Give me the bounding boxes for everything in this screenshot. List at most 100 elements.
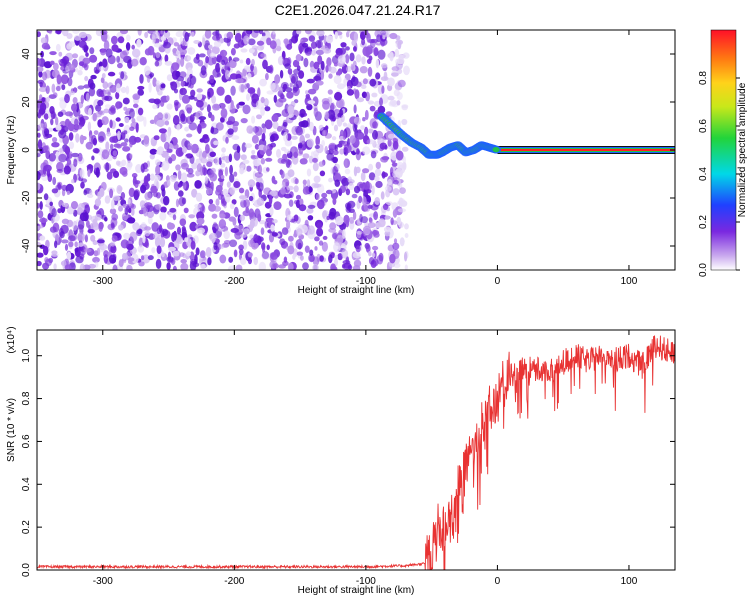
spectrogram-noise-blob	[364, 109, 369, 121]
spectrogram-noise-blob	[370, 38, 378, 43]
spectrogram-noise-blob	[273, 201, 282, 211]
spectrogram-noise-blob	[365, 46, 373, 55]
spectrogram-noise-blob	[316, 227, 324, 237]
spectrogram-noise-blob	[393, 238, 398, 244]
spectrogram-noise-blob	[71, 152, 80, 158]
spectrogram-noise-blob	[251, 58, 255, 67]
spectrogram-noise-blob	[375, 72, 381, 80]
spectrogram-noise-blob	[362, 168, 370, 174]
spectrogram-noise-blob	[286, 185, 294, 191]
spectrogram-noise-blob	[371, 92, 378, 98]
spectrogram-noise-blob	[154, 60, 160, 67]
spectrogram-noise-blob	[164, 141, 170, 150]
spectrogram-noise-blob	[286, 43, 293, 50]
spectrogram-noise-blob	[240, 154, 247, 161]
spectrogram-noise-blob	[50, 118, 54, 126]
spectrogram-noise-blob	[289, 82, 293, 88]
spectrogram-noise-blob	[93, 130, 99, 136]
spectrogram-noise-blob	[109, 208, 117, 215]
spectrogram-noise-blob	[182, 181, 187, 190]
spectrogram-noise-blob	[179, 87, 187, 96]
spectrogram-noise-blob	[177, 170, 182, 180]
spectrogram-noise-blob	[149, 148, 158, 155]
spectrogram-noise-blob	[51, 142, 60, 148]
spectrogram-noise-blob	[244, 65, 250, 71]
spectrogram-noise-blob	[379, 97, 383, 107]
spectrogram-noise-blob	[353, 104, 357, 114]
spectrogram-noise-blob	[292, 83, 299, 92]
spectrogram-noise-blob	[146, 205, 154, 212]
spectrogram-noise-blob	[275, 38, 281, 49]
spectrogram-noise-blob	[202, 150, 207, 159]
spectrogram-noise-blob	[342, 130, 347, 141]
spectrogram-noise-blob	[169, 207, 177, 213]
spectrogram-noise-blob	[155, 80, 160, 86]
spectrogram-noise-blob	[51, 188, 59, 194]
spectrogram-noise-blob	[88, 263, 96, 269]
spectrogram-noise-blob	[215, 198, 220, 206]
spectrogram-noise-blob	[91, 134, 97, 145]
spectrogram-noise-blob	[173, 99, 179, 106]
snr-y-multiplier: (x10⁴)	[6, 326, 17, 353]
spectrogram-noise-blob	[195, 192, 203, 202]
spectrogram-noise-blob	[261, 32, 266, 37]
spectrogram-noise-blob	[126, 160, 133, 171]
spectrogram-noise-blob	[188, 214, 196, 219]
spectrogram-noise-blob	[81, 63, 88, 68]
spectrogram-noise-blob	[179, 109, 185, 120]
spectrogram-noise-blob	[376, 34, 382, 43]
spectrogram-noise-blob	[159, 237, 166, 248]
spectrogram-noise-blob	[258, 220, 266, 225]
spectrogram-noise-blob	[43, 245, 49, 256]
spectrogram-noise-blob	[228, 239, 238, 248]
spectrogram-noise-blob	[200, 65, 207, 76]
spectrogram-noise-blob	[320, 70, 325, 80]
spectrogram-noise-blob	[105, 48, 113, 58]
spectrogram-noise-blob	[302, 179, 307, 185]
spectrogram-noise-blob	[372, 245, 379, 251]
spectrogram-noise-blob	[244, 83, 248, 90]
spectrogram-noise-blob	[389, 32, 398, 40]
spectrogram-noise-blob	[366, 32, 371, 43]
spectrogram-noise-blob	[48, 153, 56, 162]
spectrogram-noise-blob	[325, 125, 329, 131]
snr-x-tick-label: -100	[356, 576, 376, 587]
spectrogram-noise-blob	[273, 263, 279, 269]
spectrogram-noise-blob	[343, 143, 352, 154]
spectrogram-noise-blob	[365, 244, 371, 253]
spectrogram-noise-blob	[193, 40, 201, 44]
spectrogram-noise-blob	[304, 133, 311, 139]
spectrogram-noise-blob	[308, 225, 315, 235]
spectrogram-noise-blob	[360, 125, 365, 130]
spectrogram-noise-blob	[380, 76, 389, 82]
spectrogram-noise-blob	[328, 254, 333, 264]
spectrogram-noise-blob	[339, 175, 347, 184]
spectrogram-noise-blob	[182, 146, 187, 154]
spectrogram-noise-blob	[345, 54, 350, 64]
spectrogram-noise-blob	[333, 62, 338, 67]
spectrogram-noise-blob	[283, 193, 292, 199]
spectrogram-noise-blob	[394, 48, 400, 58]
spectrogram-noise-blob	[351, 193, 358, 199]
spectrogram-noise-blob	[98, 61, 103, 68]
spectrogram-noise-blob	[271, 219, 278, 224]
spectrogram-noise-blob	[191, 188, 198, 198]
spectrogram-noise-blob	[298, 204, 307, 212]
spectrogram-noise-blob	[122, 97, 130, 105]
spectrogram-noise-blob	[315, 135, 321, 146]
spectrogram-noise-blob	[68, 63, 75, 71]
spectrogram-noise-blob	[64, 146, 71, 155]
spectrogram-noise-blob	[62, 55, 70, 65]
spectrogram-noise-blob	[356, 97, 365, 103]
spectrogram-noise-blob	[198, 53, 206, 58]
spectrogram-noise-blob	[404, 223, 409, 230]
spectrogram-noise-blob	[207, 257, 212, 266]
spectrogram-noise-blob	[125, 42, 131, 51]
spectrogram-noise-blob	[245, 206, 249, 214]
spectrogram-noise-blob	[61, 189, 66, 197]
spectrogram-noise-blob	[362, 196, 367, 207]
spectrogram-noise-blob	[163, 30, 171, 39]
spectrogram-noise-blob	[117, 186, 123, 192]
spectrogram-noise-blob	[158, 128, 167, 134]
spectrogram-noise-blob	[220, 175, 225, 179]
